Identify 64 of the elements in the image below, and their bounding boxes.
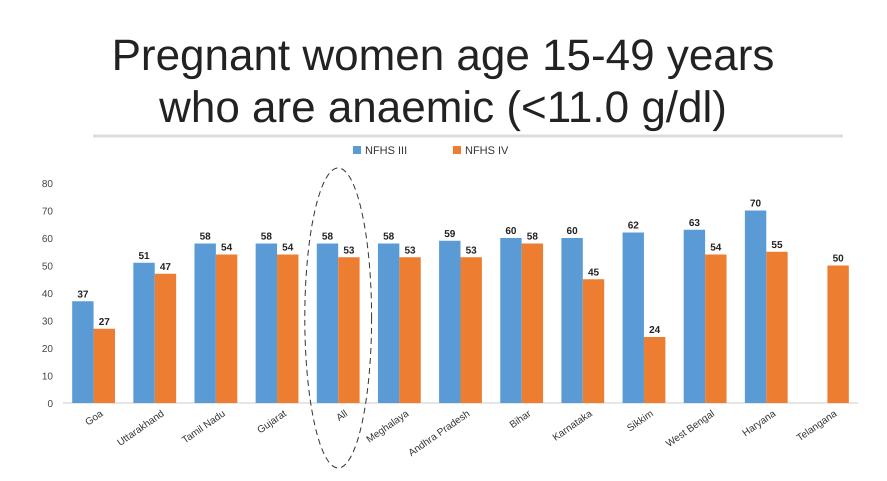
data-label: 60 — [566, 226, 578, 237]
data-label: 58 — [322, 232, 334, 242]
bar — [500, 238, 522, 403]
bar — [622, 232, 644, 403]
y-tick-label: 80 — [42, 179, 54, 190]
bar — [94, 328, 115, 403]
data-label: 58 — [383, 232, 395, 242]
data-label: 45 — [588, 267, 600, 278]
bar — [277, 254, 298, 403]
data-label: 53 — [404, 245, 416, 256]
data-label: 60 — [505, 226, 517, 237]
bar — [522, 244, 544, 403]
data-label: 47 — [160, 262, 172, 273]
data-label: 54 — [221, 242, 233, 254]
bar — [154, 274, 176, 403]
bar — [561, 238, 583, 403]
data-label: 27 — [98, 316, 110, 328]
x-tick-label: Goa — [84, 408, 106, 428]
data-label: 50 — [832, 254, 844, 264]
y-tick-label: 50 — [42, 262, 54, 272]
data-label: 70 — [750, 198, 762, 210]
bar — [399, 257, 421, 403]
bar — [216, 254, 238, 403]
bar — [705, 254, 727, 403]
data-label: 58 — [200, 232, 212, 242]
y-tick-label: 0 — [47, 399, 54, 410]
bar — [684, 230, 706, 403]
data-label: 54 — [282, 242, 294, 254]
data-label: 53 — [466, 245, 478, 256]
y-tick-label: 60 — [42, 234, 54, 245]
data-label: 55 — [771, 240, 783, 251]
legend-label: NFHS IV — [465, 145, 510, 157]
bar — [133, 262, 155, 403]
bar — [439, 240, 460, 403]
bar — [256, 244, 278, 403]
data-label: 37 — [77, 289, 89, 300]
data-label: 63 — [688, 218, 700, 229]
data-label: 62 — [628, 220, 640, 232]
data-label: 54 — [710, 242, 722, 254]
x-tick-label: All — [334, 408, 350, 424]
bar — [460, 257, 482, 403]
data-label: 53 — [343, 245, 355, 256]
bar — [194, 244, 216, 403]
bar — [582, 279, 604, 403]
data-label: 58 — [526, 232, 538, 242]
data-label: 58 — [260, 232, 272, 242]
data-label: 59 — [444, 228, 456, 240]
y-tick-label: 40 — [42, 289, 54, 300]
bar — [766, 252, 788, 403]
bar — [378, 244, 400, 403]
bar — [316, 244, 338, 403]
y-tick-label: 70 — [42, 206, 54, 218]
bar — [744, 210, 766, 403]
y-tick-label: 10 — [42, 372, 54, 382]
data-label: 51 — [138, 250, 150, 262]
bar — [338, 257, 360, 403]
chart-title: Pregnant women age 15-49 years who are anaemic (<11.0 g/dl) — [112, 31, 774, 132]
bar — [72, 301, 94, 403]
legend-label: NFHS III — [365, 145, 408, 157]
data-label: 24 — [649, 325, 661, 336]
bar — [644, 337, 666, 403]
y-tick-label: 30 — [42, 316, 54, 328]
y-tick-label: 20 — [42, 344, 54, 355]
bar — [827, 266, 849, 403]
